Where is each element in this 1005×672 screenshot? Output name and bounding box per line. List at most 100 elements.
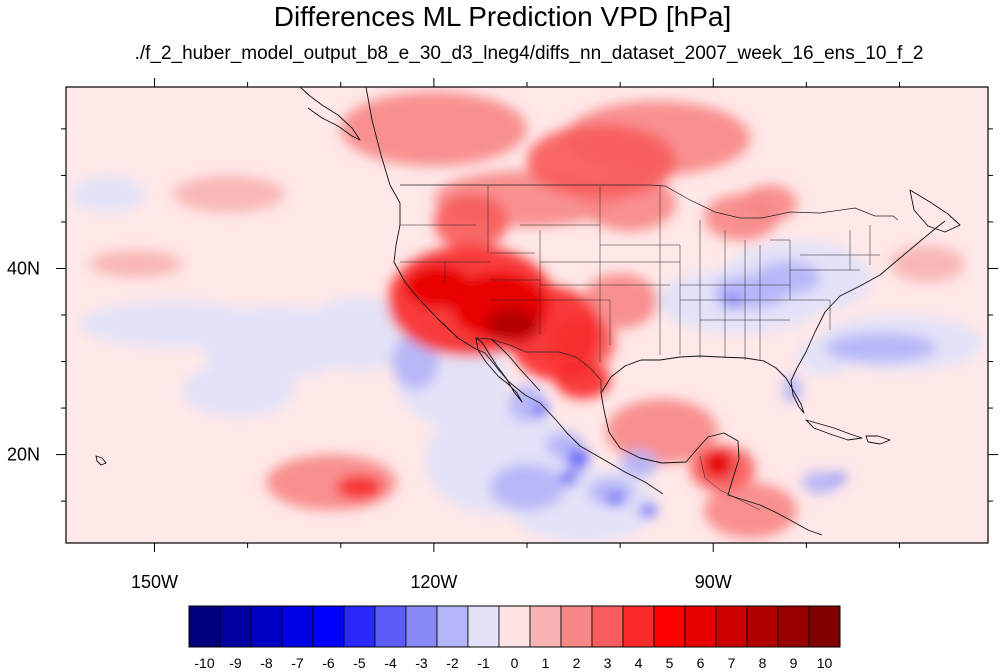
colorbar-swatch <box>653 605 686 648</box>
y-tick-label: 40N <box>7 258 40 278</box>
colorbar-label: -1 <box>477 655 490 671</box>
colorbar-label: 5 <box>666 655 674 671</box>
coastline-gulf-of-california-east <box>490 338 541 392</box>
anomaly-region <box>79 301 267 348</box>
colorbar-swatch <box>715 605 748 648</box>
x-tick-label: 150W <box>131 572 178 592</box>
coastline-hawaii <box>95 455 107 466</box>
colorbar-label: -10 <box>194 655 214 671</box>
colorbar-label: -5 <box>353 655 366 671</box>
anomaly-region <box>703 482 798 539</box>
colorbar-swatch <box>529 605 562 648</box>
colorbar-label: 2 <box>573 655 581 671</box>
anomaly-region <box>405 266 472 308</box>
colorbar-swatch <box>219 605 252 648</box>
anomaly-region <box>559 470 579 486</box>
coastline-baja-california <box>475 337 523 403</box>
colorbar-label: -6 <box>322 655 335 671</box>
anomaly-region <box>486 307 540 342</box>
anomaly-region <box>554 361 611 399</box>
anomaly-region <box>582 273 658 329</box>
heatmap-field <box>66 87 988 543</box>
coastlines <box>95 87 961 536</box>
anomaly-region <box>620 449 658 478</box>
mexico-central-america-borders <box>699 455 761 511</box>
colorbar-swatch <box>374 605 407 648</box>
anomaly-region <box>606 398 718 464</box>
anomaly-region <box>825 332 937 363</box>
coastline-alaska-panhandle <box>299 87 361 141</box>
colorbar-label: -8 <box>260 655 273 671</box>
y-tick-label: 20N <box>7 445 40 465</box>
colorbar-swatch <box>746 605 779 648</box>
coastline-cuba <box>805 419 863 441</box>
colorbar-label: 8 <box>759 655 767 671</box>
us-state-borders <box>400 185 880 362</box>
colorbar-swatch <box>312 605 345 648</box>
colorbar-swatch <box>684 605 717 648</box>
anomaly-region <box>173 175 285 213</box>
anomaly-region <box>336 475 383 500</box>
page-title: Differences ML Prediction VPD [hPa] <box>273 1 732 32</box>
colorbar-label: -4 <box>384 655 397 671</box>
coastline-newfoundland <box>909 189 961 233</box>
anomaly-region <box>890 245 965 283</box>
borders <box>400 184 899 511</box>
colorbar-swatch <box>808 605 841 648</box>
anomaly-region <box>720 293 744 309</box>
anomaly-region <box>703 449 733 478</box>
anomaly-region <box>638 503 658 517</box>
anomaly-region <box>489 463 565 511</box>
colorbar-swatch <box>405 605 438 648</box>
colorbar-swatch <box>436 605 469 648</box>
colorbar-label: 7 <box>728 655 736 671</box>
anomaly-region <box>527 124 677 199</box>
anomaly-region <box>70 175 146 213</box>
anomaly-region <box>182 361 295 418</box>
colorbar-label: 1 <box>542 655 550 671</box>
colorbar-swatch <box>467 605 500 648</box>
x-tick-label: 90W <box>695 572 732 592</box>
colorbar-swatch <box>591 605 624 648</box>
tick-labels: 150W 120W 90W 40N 20N <box>7 258 732 592</box>
anomaly-region <box>741 184 798 222</box>
colorbar-swatch <box>188 605 221 648</box>
anomaly-region <box>303 296 416 371</box>
colorbar-label: 0 <box>511 655 519 671</box>
anomaly-region <box>89 249 183 278</box>
us-canada-border <box>400 184 899 221</box>
plot-axes: 150W 120W 90W 40N 20N <box>7 78 998 592</box>
anomaly-region <box>567 448 590 471</box>
anomaly-region <box>606 492 625 506</box>
anomaly-region <box>755 261 821 295</box>
coastline-gulf-of-mexico <box>600 220 946 414</box>
colorbar-label: -9 <box>229 655 242 671</box>
anomaly-region <box>433 194 509 250</box>
coastline-west-north-america <box>365 87 664 495</box>
colorbar-label: -3 <box>415 655 428 671</box>
x-tick-label: 120W <box>410 572 457 592</box>
us-mexico-border <box>475 337 602 393</box>
colorbar-label: 3 <box>604 655 612 671</box>
colorbar-frame <box>188 605 841 648</box>
coastline-hispaniola <box>865 435 891 445</box>
colorbar-swatch <box>250 605 283 648</box>
colorbar: -10 -9 -8 -7 -6 -5 -4 -3 -2 -1 0 1 2 3 4 5 6 7 8 9 10 <box>188 605 841 671</box>
colorbar-swatch <box>498 605 531 648</box>
colorbar-label: 9 <box>790 655 798 671</box>
anomaly-region <box>461 408 555 464</box>
anomaly-region <box>801 471 839 494</box>
colorbar-label: 4 <box>635 655 643 671</box>
colorbar-swatch <box>777 605 810 648</box>
page-subtitle: ./f_2_huber_model_output_b8_e_30_d3_lneg… <box>134 43 924 64</box>
anomaly-region <box>831 472 847 484</box>
coastline-mexico-east-yucatan <box>600 392 823 536</box>
colorbar-swatch <box>622 605 655 648</box>
colorbar-swatch <box>343 605 376 648</box>
anomaly-region <box>340 91 527 167</box>
colorbar-label: 10 <box>817 655 833 671</box>
tick-marks <box>56 78 998 552</box>
colorbar-label: 6 <box>697 655 705 671</box>
anomaly-region <box>533 402 549 418</box>
